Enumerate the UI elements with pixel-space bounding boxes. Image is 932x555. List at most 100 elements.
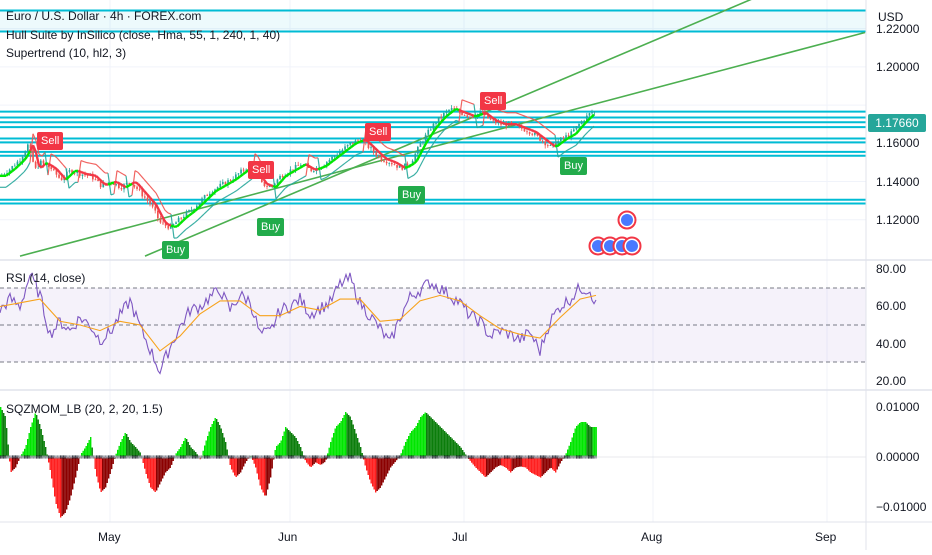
candle-body (352, 143, 354, 144)
momentum-bar (68, 457, 69, 505)
candle-body (230, 180, 232, 181)
hull-segment (312, 168, 315, 170)
hull-segment (567, 137, 570, 139)
momentum-bar (185, 438, 186, 458)
momentum-bar (479, 457, 480, 471)
candle-body (427, 130, 429, 135)
momentum-bar (455, 442, 456, 458)
candle-body (32, 148, 34, 162)
momentum-bar (530, 457, 531, 472)
candle-body (282, 176, 284, 177)
momentum-bar (410, 433, 411, 458)
candle-body (472, 117, 474, 118)
momentum-bar (60, 457, 61, 518)
buy-signal-label: Buy (398, 186, 425, 204)
momentum-bar (444, 431, 445, 458)
momentum-bar (570, 442, 571, 458)
momentum-bar (549, 457, 550, 469)
candle-body (386, 162, 388, 163)
momentum-bar (513, 457, 514, 470)
candle-body (128, 183, 130, 184)
hull-segment (300, 166, 303, 168)
candle-body (565, 135, 567, 138)
candle-body (82, 174, 84, 175)
momentum-bar (374, 457, 375, 490)
momentum-bar (375, 457, 376, 493)
momentum-bar (221, 429, 222, 458)
momentum-bar (446, 433, 447, 458)
momentum-bar (489, 457, 490, 474)
momentum-bar (575, 429, 576, 458)
momentum-bar (96, 457, 97, 477)
momentum-bar (105, 457, 106, 488)
momentum-bar (492, 457, 493, 471)
hull-segment (465, 112, 468, 113)
candle-body (149, 201, 151, 204)
hull-segment (297, 168, 300, 170)
candle-body (573, 129, 575, 131)
momentum-bar (447, 434, 448, 458)
momentum-bar (152, 457, 153, 489)
momentum-bar (344, 415, 345, 458)
momentum-bar (57, 457, 58, 509)
time-axis-label: Jun (278, 530, 297, 544)
momentum-bar (588, 425, 589, 458)
hull-segment (171, 226, 174, 227)
candle-body (178, 218, 180, 223)
rsi-scale-label: 40.00 (876, 337, 906, 351)
momentum-bar (369, 457, 370, 480)
candle-body (388, 163, 390, 164)
momentum-bar (452, 439, 453, 458)
sqz-legend[interactable]: SQZMOM_LB (20, 2, 20, 1.5) (6, 402, 163, 416)
momentum-bar (63, 457, 64, 515)
candle-body (136, 187, 138, 189)
momentum-bar (165, 457, 166, 473)
candle-body (24, 152, 26, 157)
candle-body (53, 169, 55, 170)
hull-legend[interactable]: Hull Suite by InSilico (close, Hma, 55, … (6, 28, 280, 42)
candle-body (188, 210, 190, 212)
momentum-bar (542, 457, 543, 476)
momentum-bar (11, 457, 12, 472)
momentum-bar (584, 422, 585, 458)
momentum-bar (167, 457, 168, 471)
momentum-bar (437, 424, 438, 458)
momentum-bar (596, 427, 597, 458)
hull-segment (90, 175, 93, 176)
supertrend-segment (93, 164, 96, 165)
momentum-bar (288, 430, 289, 458)
momentum-bar (287, 429, 288, 458)
momentum-bar (255, 457, 256, 468)
candle-body (394, 164, 396, 165)
time-axis-label: Sep (815, 530, 836, 544)
sell-signal-label: Sell (248, 161, 274, 179)
hull-segment (228, 183, 231, 185)
rsi-legend[interactable]: RSI (14, close) (6, 271, 85, 285)
momentum-bar (213, 421, 214, 458)
momentum-bar (35, 414, 36, 458)
hull-segment (222, 186, 225, 188)
momentum-bar (215, 418, 216, 458)
momentum-bar (62, 457, 63, 516)
supertrend-legend[interactable]: Supertrend (10, hl2, 3) (6, 46, 126, 60)
candle-body (167, 226, 169, 229)
momentum-bar (153, 457, 154, 491)
momentum-bar (156, 457, 157, 491)
momentum-bar (260, 457, 261, 486)
price-scale-label: 1.14000 (876, 175, 919, 189)
momentum-bar (411, 431, 412, 458)
momentum-bar (483, 457, 484, 476)
momentum-bar (528, 457, 529, 471)
momentum-bar (441, 428, 442, 458)
candle-body (425, 135, 427, 142)
candle-body (524, 129, 526, 132)
hull-segment (480, 114, 483, 115)
momentum-bar (74, 457, 75, 484)
momentum-bar (128, 437, 129, 458)
momentum-bar (422, 416, 423, 458)
momentum-bar (525, 457, 526, 468)
candle-body (27, 144, 29, 151)
candle-body (61, 178, 63, 180)
